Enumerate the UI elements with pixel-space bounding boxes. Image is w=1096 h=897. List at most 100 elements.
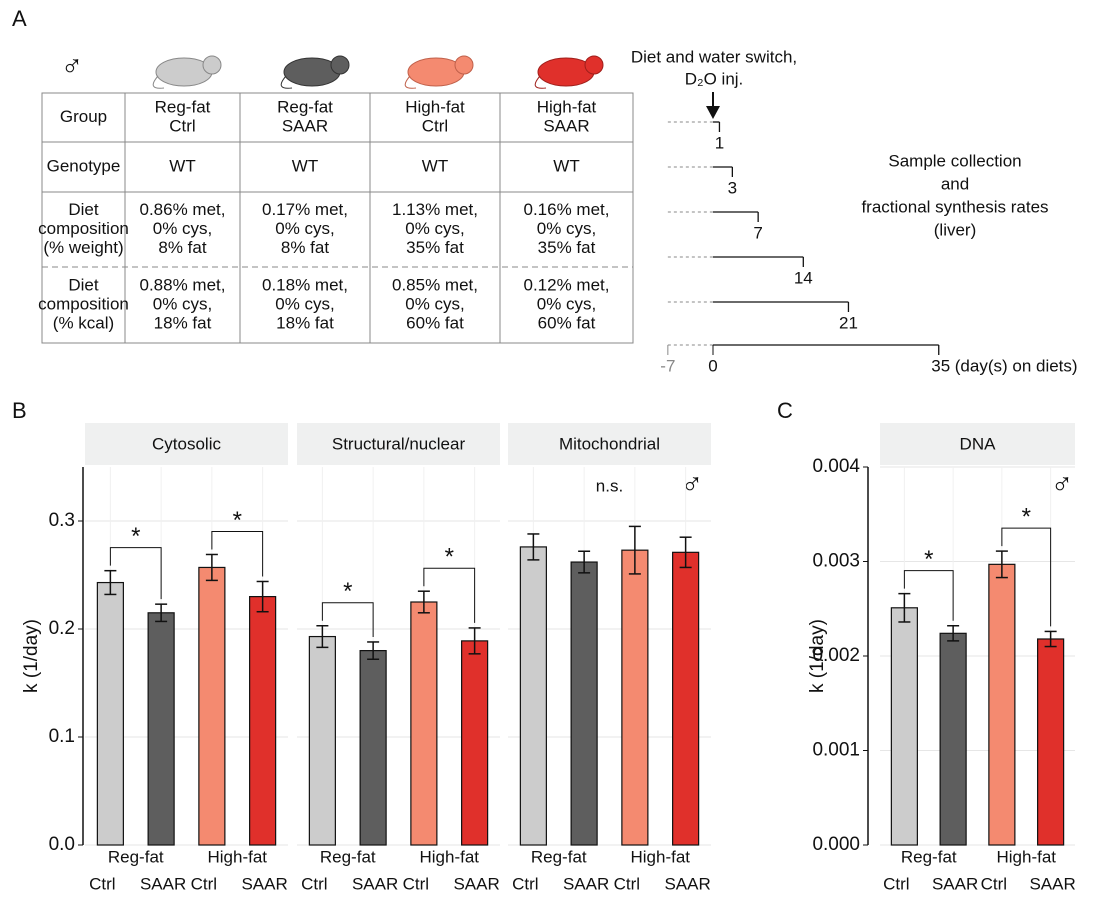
facet-title: DNA xyxy=(960,434,997,453)
y-axis-label: k (1/day) xyxy=(21,619,42,693)
bar xyxy=(199,567,225,845)
table-cell: WT xyxy=(169,156,195,175)
table-cell: SAAR xyxy=(282,116,328,135)
table-cell: 0.12% met, xyxy=(524,275,610,294)
x-tick-label: SAAR xyxy=(563,874,609,893)
x-tick-label: SAAR xyxy=(453,874,499,893)
table-cell: 0.18% met, xyxy=(262,275,348,294)
significance-label: * xyxy=(343,578,352,605)
y-tick-label: 0.002 xyxy=(812,645,860,666)
x-tick-label: Ctrl xyxy=(883,874,909,893)
table-cell: 0% cys, xyxy=(153,294,213,313)
table-cell: 0.17% met, xyxy=(262,200,348,219)
day-label: 7 xyxy=(753,223,762,242)
table-cell: 0% cys, xyxy=(405,219,465,238)
table-cell: WT xyxy=(422,156,448,175)
table-cell: 60% fat xyxy=(406,313,464,332)
table-cell: (% kcal) xyxy=(53,313,114,332)
table-cell: 0% cys, xyxy=(537,219,597,238)
significance-bracket xyxy=(322,603,373,637)
day-label: 21 xyxy=(839,313,858,332)
panel-label: C xyxy=(777,398,793,423)
event-label: Diet and water switch, xyxy=(631,47,797,66)
mouse-icons xyxy=(153,56,603,88)
group-label: Reg-fat xyxy=(901,847,957,866)
bar xyxy=(360,651,386,845)
significance-label: * xyxy=(131,523,140,550)
bar xyxy=(571,562,597,845)
x-tick-label: SAAR xyxy=(664,874,710,893)
day-label: 14 xyxy=(794,268,813,287)
x-tick-label: Ctrl xyxy=(403,874,429,893)
table-cell: 0% cys, xyxy=(537,294,597,313)
significance-label: * xyxy=(924,546,933,573)
table-cell: 8% fat xyxy=(281,238,329,257)
group-label: Reg-fat xyxy=(108,847,164,866)
day-label: 35 xyxy=(931,356,950,375)
x-tick-label: Ctrl xyxy=(512,874,538,893)
group-label: Reg-fat xyxy=(531,847,587,866)
x-tick-label: Ctrl xyxy=(89,874,115,893)
bar xyxy=(622,550,648,845)
table-cell: 18% fat xyxy=(154,313,212,332)
bar xyxy=(989,564,1015,845)
event-arrowhead xyxy=(706,106,720,119)
table-cell: WT xyxy=(292,156,318,175)
y-tick-label: 0.003 xyxy=(812,551,860,572)
bar xyxy=(891,608,917,845)
sex-symbol: ♂ xyxy=(1051,468,1074,501)
x-tick-label: SAAR xyxy=(1029,874,1075,893)
table-cell: 0% cys, xyxy=(153,219,213,238)
event-label: D₂O inj. xyxy=(685,69,744,88)
note: and xyxy=(941,174,969,193)
table-cell: 8% fat xyxy=(158,238,206,257)
table-cell: (% weight) xyxy=(43,238,123,257)
y-tick-label: 0.3 xyxy=(49,510,75,531)
facet-title: Mitochondrial xyxy=(559,434,660,453)
x-tick-label: SAAR xyxy=(932,874,978,893)
table-cell: 0% cys, xyxy=(275,219,335,238)
significance-label: * xyxy=(1022,503,1031,530)
table-cell: 18% fat xyxy=(276,313,334,332)
origin-label: 0 xyxy=(708,356,717,375)
table-cell: Ctrl xyxy=(422,116,448,135)
bar xyxy=(309,637,335,845)
x-tick-label: Ctrl xyxy=(614,874,640,893)
panel-label: A xyxy=(12,6,27,31)
x-tick-label: Ctrl xyxy=(191,874,217,893)
bar xyxy=(1038,639,1064,845)
day-label: 1 xyxy=(715,133,724,152)
note: Sample collection xyxy=(888,151,1021,170)
table-cell: Group xyxy=(60,107,107,126)
panel-label: B xyxy=(12,398,27,423)
table-cell: Diet xyxy=(68,200,99,219)
y-tick-label: 0.1 xyxy=(49,726,75,747)
table-cell: High-fat xyxy=(405,97,465,116)
bar xyxy=(520,547,546,845)
table-cell: Ctrl xyxy=(169,116,195,135)
table-cell: 35% fat xyxy=(538,238,596,257)
table-cell: 0.88% met, xyxy=(140,275,226,294)
table-cell: Reg-fat xyxy=(155,97,211,116)
bar xyxy=(411,602,437,845)
bar xyxy=(148,613,174,845)
table-cell: 0% cys, xyxy=(275,294,335,313)
table-cell: 35% fat xyxy=(406,238,464,257)
axis-label: (day(s) on diets) xyxy=(955,356,1078,375)
bar xyxy=(250,597,276,845)
facet-title: Cytosolic xyxy=(152,434,221,453)
table-cell: WT xyxy=(553,156,579,175)
bar xyxy=(462,641,488,845)
group-label: High-fat xyxy=(207,847,267,866)
group-label: High-fat xyxy=(630,847,690,866)
table-cell: Reg-fat xyxy=(277,97,333,116)
bar xyxy=(673,552,699,845)
table-cell: High-fat xyxy=(537,97,597,116)
start-label: -7 xyxy=(660,356,675,375)
table-cell: SAAR xyxy=(543,116,589,135)
day-label: 3 xyxy=(728,178,737,197)
note: fractional synthesis rates xyxy=(861,197,1048,216)
table-cell: 0.86% met, xyxy=(140,200,226,219)
sex-symbol: ♂ xyxy=(61,50,84,83)
x-tick-label: SAAR xyxy=(140,874,186,893)
